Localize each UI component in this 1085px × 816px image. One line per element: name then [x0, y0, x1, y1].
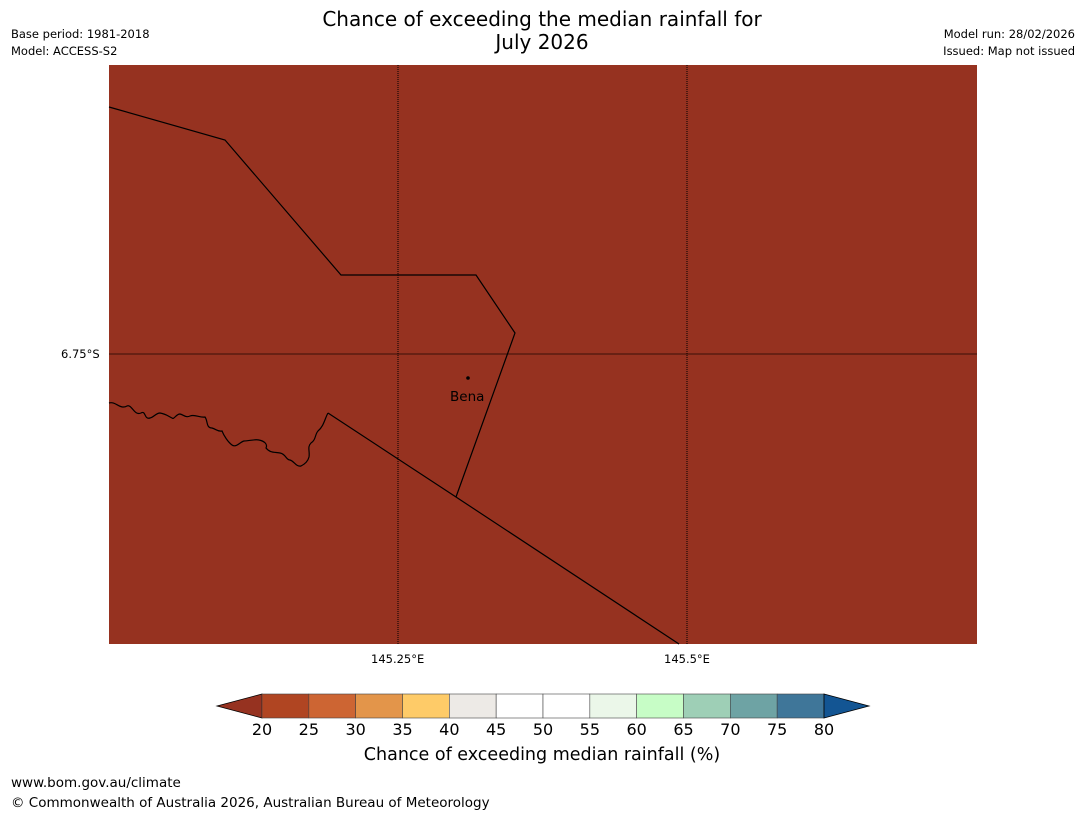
colorbar-tick-label: 65 — [673, 720, 694, 739]
footer-url: www.bom.gov.au/climate — [11, 775, 181, 791]
model-text: Model: ACCESS-S2 — [11, 44, 118, 58]
map-title: Chance of exceeding the median rainfall … — [242, 8, 842, 54]
colorbar-segment — [402, 693, 450, 719]
colorbar-tick-label: 30 — [345, 720, 366, 739]
coastline — [108, 402, 329, 467]
colorbar-segment — [449, 693, 497, 719]
colorbar-segment — [542, 693, 591, 719]
model-run-text: Model run: 28/02/2026 — [943, 27, 1075, 41]
bena-place-marker — [466, 376, 470, 380]
colorbar-segment — [261, 693, 310, 719]
colorbar-segment — [495, 693, 544, 719]
place-label-bena: Bena — [450, 389, 485, 405]
colorbar-tick-label: 70 — [720, 720, 741, 739]
colorbar-segment — [730, 693, 778, 719]
longitude-label-145-5: 145.5°E — [664, 652, 710, 666]
colorbar-segment — [683, 693, 731, 719]
latitude-label: 6.75°S — [61, 347, 100, 361]
colorbar-over-arrow — [823, 693, 871, 719]
colorbar-tick-label: 80 — [813, 720, 835, 739]
colorbar-tick-label: 25 — [298, 720, 319, 739]
longitude-label-145-25: 145.25°E — [371, 652, 425, 666]
meta-left: Base period: 1981-2018 Model: ACCESS-S2 — [11, 26, 150, 60]
colorbar-under-arrow — [215, 693, 263, 719]
province-boundary-south — [327, 412, 680, 645]
colorbar-tick-label: 60 — [626, 720, 647, 739]
colorbar-segment — [636, 693, 684, 719]
colorbar-tick-label: 50 — [532, 720, 554, 739]
colorbar-tick-label: 40 — [439, 720, 460, 739]
colorbar-segment — [308, 693, 356, 719]
map-title-line-1: Chance of exceeding the median rainfall … — [322, 7, 762, 31]
colorbar-segment — [776, 693, 825, 719]
issued-text: Issued: Map not issued — [943, 44, 1075, 58]
colorbar-tick-label: 20 — [251, 720, 273, 739]
colorbar-tick-label: 55 — [579, 720, 600, 739]
colorbar-tick-label: 35 — [392, 720, 413, 739]
map-title-line-2: July 2026 — [495, 30, 589, 54]
colorbar-segment — [589, 693, 637, 719]
footer-copyright: © Commonwealth of Australia 2026, Austra… — [11, 795, 490, 811]
province-boundary-north — [108, 106, 516, 498]
colorbar-tick-label: 45 — [485, 720, 507, 739]
colorbar-tick-label: 75 — [766, 720, 788, 739]
base-period-text: Base period: 1981-2018 — [11, 27, 150, 41]
colorbar-segment — [355, 693, 403, 719]
colorbar — [215, 693, 871, 719]
meta-right: Model run: 28/02/2026 Issued: Map not is… — [943, 26, 1075, 60]
colorbar-segments — [261, 693, 825, 719]
colorbar-label: Chance of exceeding median rainfall (%) — [363, 745, 721, 765]
